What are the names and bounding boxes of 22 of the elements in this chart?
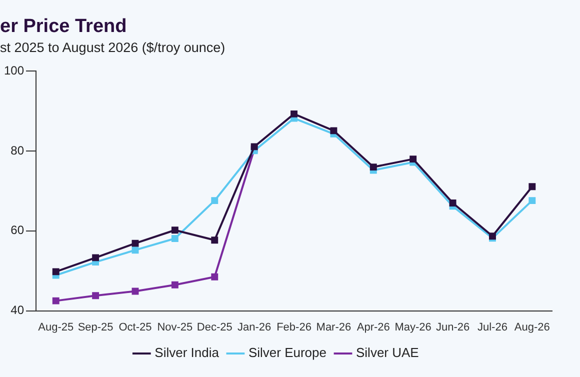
chart-title: er Price Trend — [0, 16, 127, 38]
x-tick-label: Sep-25 — [78, 321, 114, 334]
legend-label: Silver Europe — [248, 345, 327, 360]
chart-subtitle: st 2025 to August 2026 ($/troy ounce) — [0, 40, 226, 55]
x-tick-label: Feb-26 — [276, 321, 312, 334]
x-tick-label: Dec-25 — [196, 321, 232, 334]
x-tick-label: Aug-26 — [514, 321, 550, 334]
y-tick-label: 80 — [10, 143, 24, 158]
x-tick-label: Mar-26 — [316, 321, 352, 334]
x-tick-label: Aug-25 — [38, 321, 74, 334]
x-tick-label: Apr-26 — [356, 321, 390, 334]
y-tick-label: 40 — [10, 303, 24, 318]
x-tick-label: Jan-26 — [238, 321, 272, 334]
x-tick-label: Jun-26 — [436, 321, 470, 334]
x-tick-label: Oct-25 — [118, 321, 152, 334]
y-tick-label: 60 — [10, 223, 24, 238]
legend-label: Silver India — [154, 345, 220, 360]
x-tick-label: May-26 — [394, 321, 432, 334]
y-tick-label: 100 — [4, 64, 24, 78]
x-tick-label: Jul-26 — [477, 321, 508, 334]
legend-label: Silver UAE — [356, 345, 420, 360]
x-tick-label: Nov-25 — [157, 321, 193, 334]
